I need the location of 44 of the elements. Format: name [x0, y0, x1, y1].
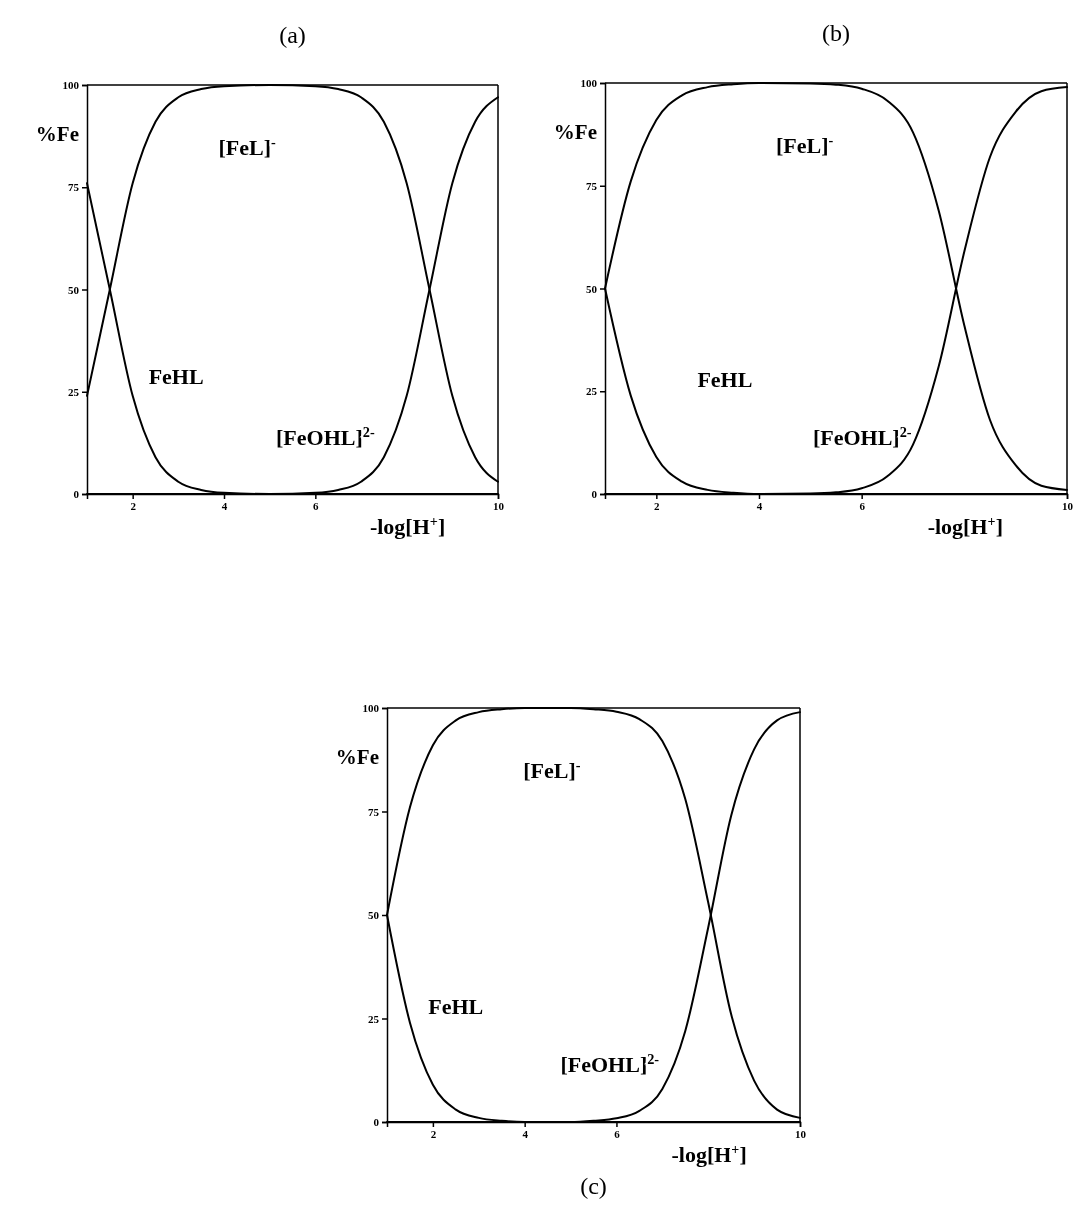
- x-tick-label: 10: [795, 1127, 807, 1140]
- chart-title: (b): [822, 20, 850, 46]
- y-tick-label: 25: [68, 385, 80, 398]
- y-axis-title: %Fe: [335, 745, 379, 769]
- y-tick-label: 0: [591, 488, 598, 501]
- y-tick-label: 25: [368, 1012, 380, 1025]
- y-tick-label: 100: [362, 702, 380, 715]
- series-label: [FeOHL]$^{2-}$: [812, 423, 912, 450]
- text: FeHL: [697, 367, 753, 393]
- x-tick-label: 4: [756, 499, 763, 512]
- x-tick-label: 6: [614, 1127, 621, 1140]
- y-tick-label: 25: [586, 385, 598, 398]
- x-tick-label: 4: [522, 1127, 529, 1140]
- x-tick-label: 2: [130, 499, 137, 512]
- text: [FeL]$^{-}$: [775, 131, 834, 158]
- y-tick-label: 100: [580, 77, 598, 90]
- y-tick-label: 75: [68, 181, 80, 194]
- x-tick-label: 4: [221, 499, 228, 512]
- text: [FeL]$^{-}$: [218, 133, 277, 160]
- y-axis-title: %Fe: [553, 120, 597, 144]
- x-tick-label: 10: [1062, 499, 1074, 512]
- x-tick-label: 2: [430, 1127, 437, 1140]
- text: (c): [580, 1173, 607, 1199]
- series-label: FeHL: [428, 994, 484, 1020]
- chart-title: (a): [279, 22, 306, 48]
- y-tick-label: 50: [586, 282, 598, 295]
- y-axis-title: %Fe: [35, 122, 79, 146]
- x-tick-label: 2: [654, 499, 661, 512]
- series-label: FeHL: [148, 363, 204, 389]
- text: [FeL]$^{-}$: [523, 757, 581, 784]
- y-tick-label: 75: [368, 805, 380, 818]
- y-tick-label: 50: [68, 283, 80, 296]
- x-tick-label: 6: [313, 499, 320, 512]
- x-tick-label: 6: [859, 499, 866, 512]
- x-tick-label: 10: [493, 499, 505, 512]
- x-axis-title: -log[H$^{+}$]: [369, 513, 446, 539]
- y-tick-label: 100: [62, 79, 80, 92]
- y-tick-label: 75: [586, 179, 598, 192]
- y-tick-label: 50: [368, 909, 380, 922]
- series-label: [FeOHL]$^{2-}$: [276, 423, 375, 450]
- y-tick-label: 0: [73, 488, 80, 501]
- y-tick-label: 0: [373, 1116, 380, 1129]
- x-axis-title: -log[H$^{+}$]: [927, 513, 1004, 539]
- series-label: [FeOHL]$^{2-}$: [560, 1051, 660, 1078]
